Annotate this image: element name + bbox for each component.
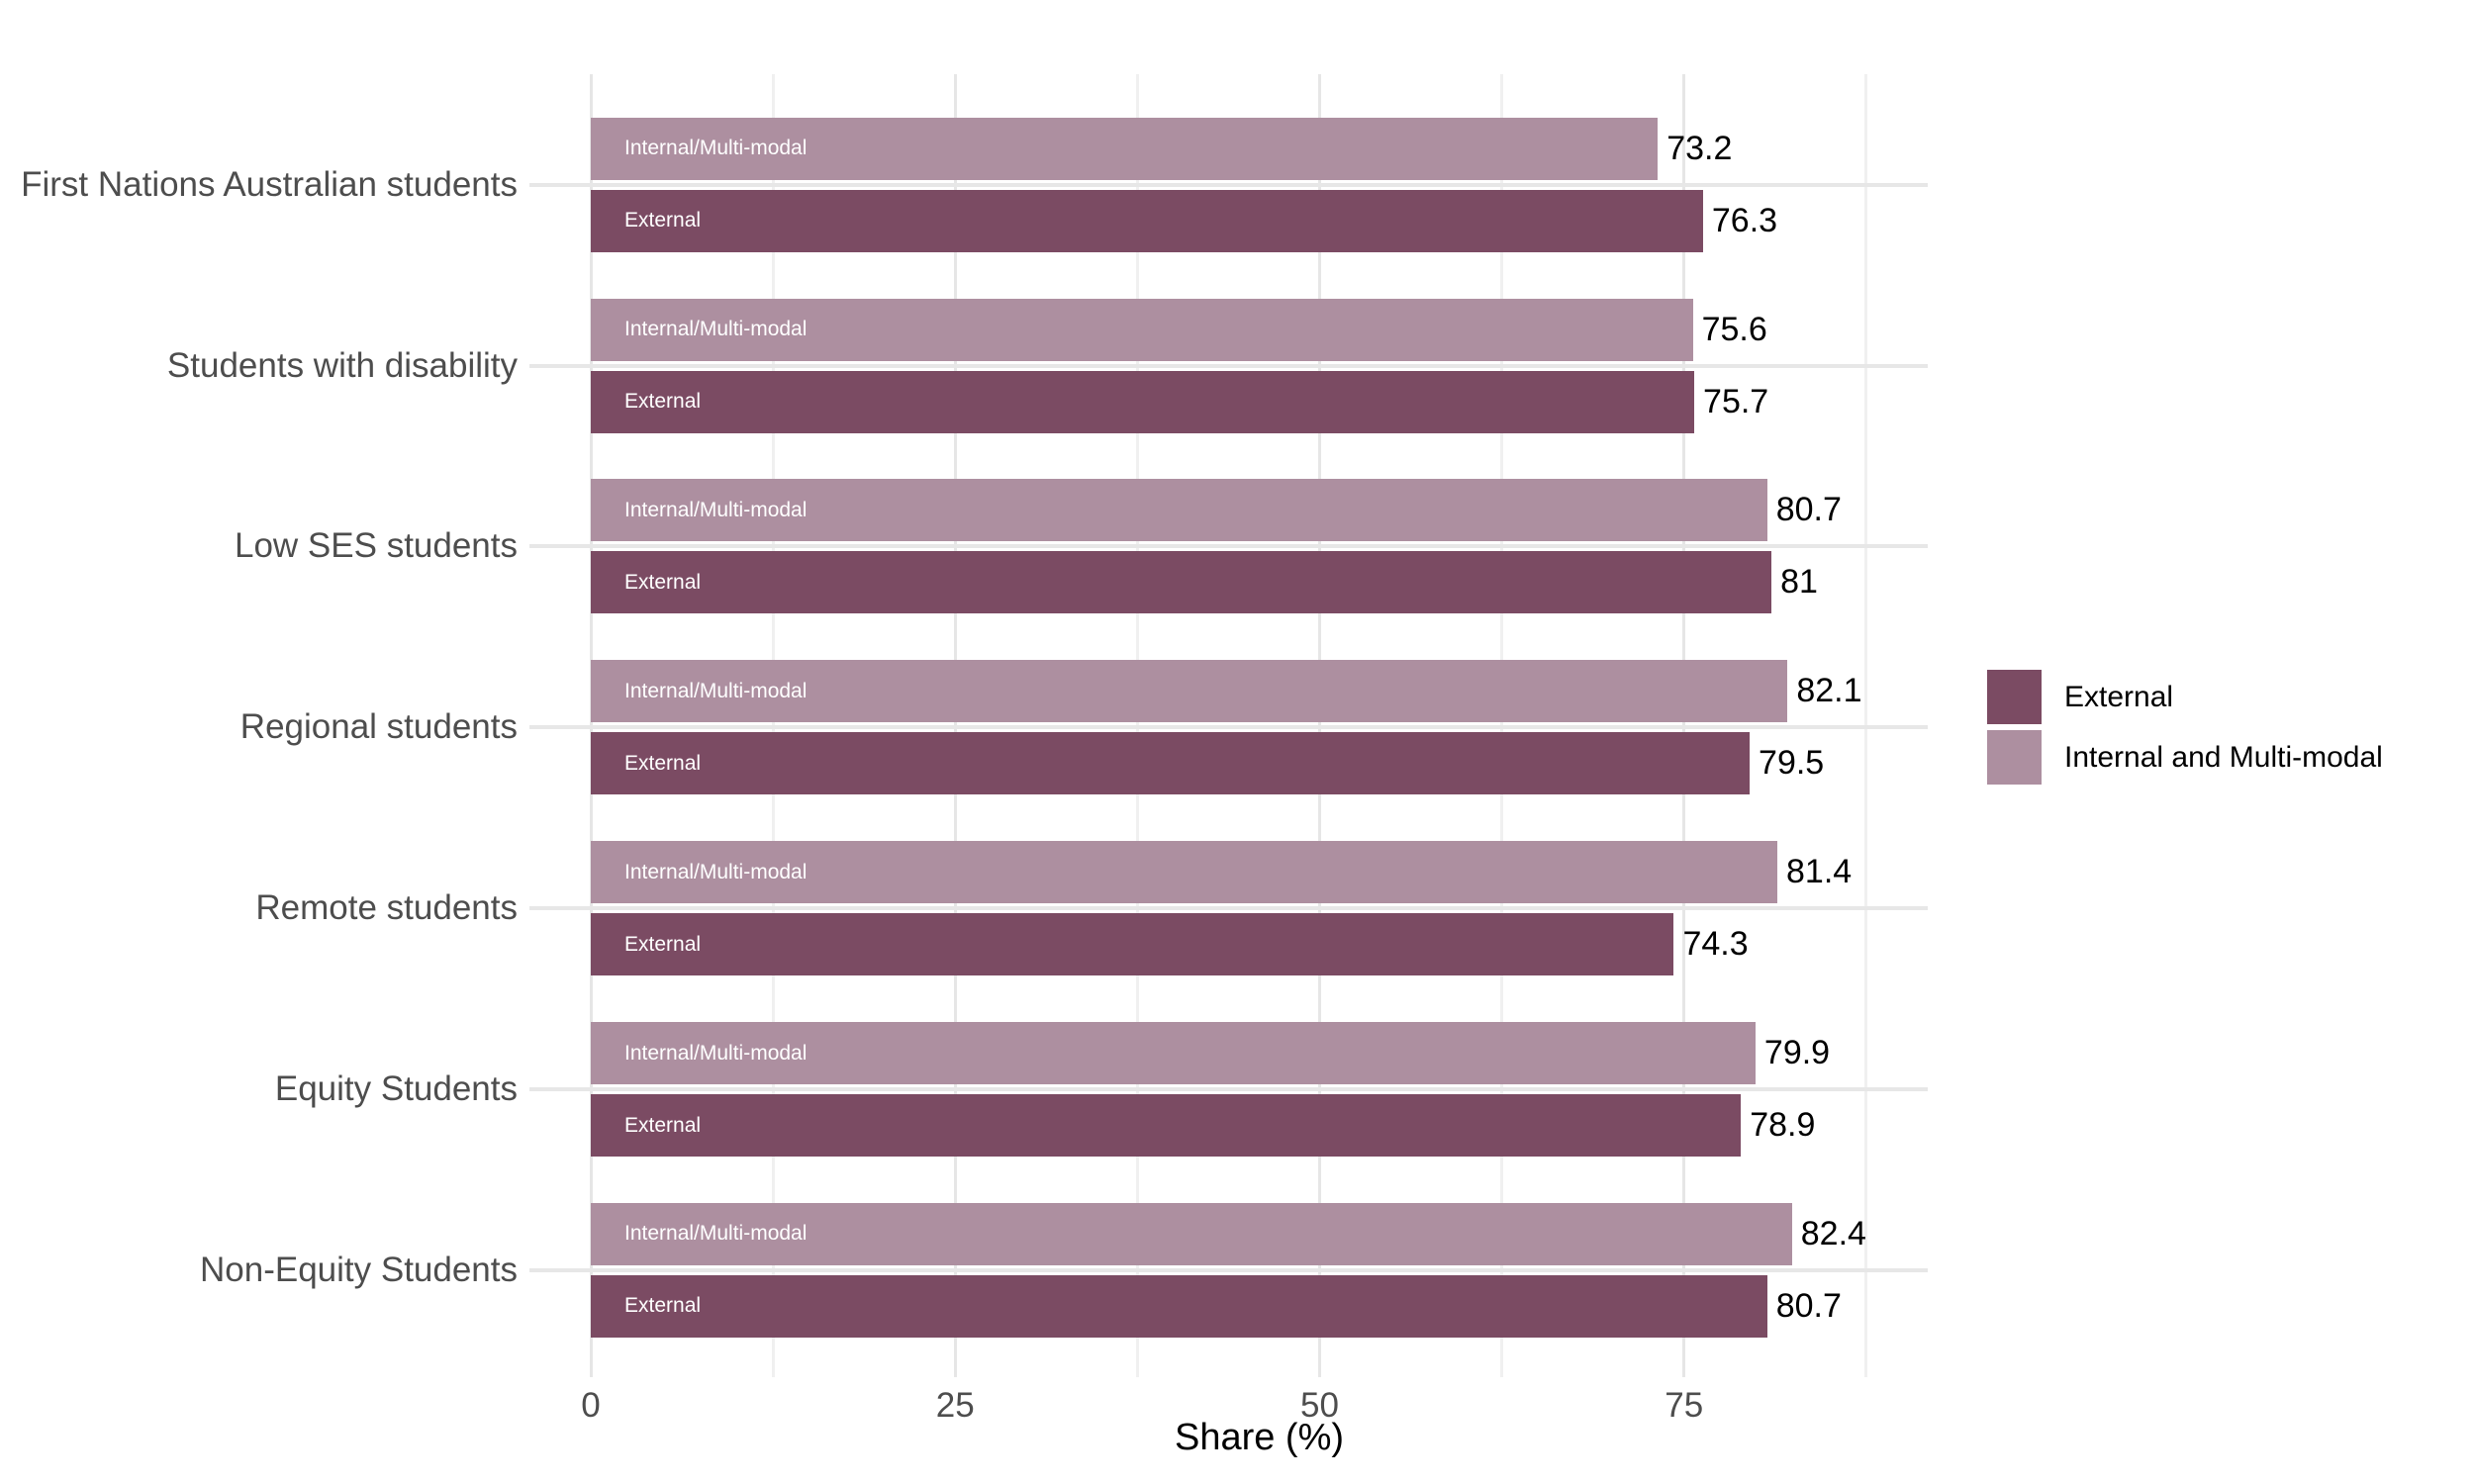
bar-segment-label: Internal/Multi-modal	[624, 498, 808, 521]
bar-value-label: 82.1	[1796, 672, 1862, 710]
bar-segment-label: Internal/Multi-modal	[624, 679, 808, 702]
legend-label: External	[2064, 680, 2174, 713]
category-label: Equity Students	[274, 1069, 518, 1109]
x-tick-label: 0	[581, 1386, 601, 1425]
bar-value-label: 78.9	[1750, 1106, 1816, 1145]
bar-segment-label: External	[624, 751, 702, 775]
bar-segment-label: Internal/Multi-modal	[624, 860, 808, 883]
x-axis-title: Share (%)	[1174, 1416, 1345, 1458]
x-tick-label: 50	[1300, 1386, 1339, 1425]
category-label: First Nations Australian students	[21, 164, 518, 204]
category-gridline	[529, 182, 1928, 187]
bar-segment-label: External	[624, 209, 702, 232]
bar-external: External	[591, 732, 1751, 795]
category-label: Low SES students	[235, 526, 518, 566]
x-tick-label: 25	[935, 1386, 975, 1425]
bar-internal-and-multi-modal: Internal/Multi-modal	[591, 298, 1693, 361]
bar-value-label: 81.4	[1786, 853, 1853, 891]
category-gridline	[529, 544, 1928, 549]
bar-value-label: 75.7	[1703, 382, 1769, 420]
legend-swatch	[1987, 730, 2042, 785]
bar-value-label: 75.6	[1701, 310, 1767, 348]
bar-external: External	[591, 189, 1703, 252]
category-gridline	[529, 725, 1928, 730]
bar-segment-label: Internal/Multi-modal	[624, 1222, 808, 1246]
bar-value-label: 76.3	[1711, 201, 1778, 239]
bar-external: External	[591, 370, 1695, 433]
bar-segment-label: Internal/Multi-modal	[624, 318, 808, 341]
bar-segment-label: External	[624, 390, 702, 414]
bar-value-label: 80.7	[1775, 491, 1842, 529]
bar-internal-and-multi-modal: Internal/Multi-modal	[591, 660, 1788, 723]
legend-swatch	[1987, 670, 2042, 724]
bar-segment-label: Internal/Multi-modal	[624, 137, 808, 160]
bar-value-label: 79.5	[1759, 744, 1825, 783]
category-label: Regional students	[239, 707, 518, 747]
category-label: Non-Equity Students	[199, 1250, 518, 1289]
legend-item-external: External	[1987, 670, 2383, 724]
category-gridline	[529, 1087, 1928, 1092]
bar-internal-and-multi-modal: Internal/Multi-modal	[591, 1022, 1756, 1085]
bar-internal-and-multi-modal: Internal/Multi-modal	[591, 479, 1767, 542]
bar-segment-label: External	[624, 570, 702, 594]
bar-value-label: 79.9	[1763, 1034, 1831, 1072]
bar-value-label: 73.2	[1666, 129, 1733, 167]
category-label: Remote students	[255, 888, 518, 928]
bar-value-label: 81	[1780, 563, 1818, 602]
bar-value-label: 82.4	[1800, 1214, 1866, 1252]
bar-external: External	[591, 551, 1772, 614]
legend: External Internal and Multi-modal	[1987, 670, 2383, 790]
category-gridline	[529, 363, 1928, 368]
x-tick-label: 75	[1665, 1386, 1704, 1425]
bar-external: External	[591, 1094, 1742, 1158]
bar-segment-label: External	[624, 932, 702, 956]
bar-internal-and-multi-modal: Internal/Multi-modal	[591, 117, 1659, 180]
bar-external: External	[591, 913, 1674, 976]
bar-segment-label: External	[624, 1294, 702, 1318]
category-label: Students with disability	[166, 345, 518, 385]
bar-internal-and-multi-modal: Internal/Multi-modal	[591, 841, 1778, 904]
legend-label: Internal and Multi-modal	[2064, 740, 2383, 774]
bar-segment-label: External	[624, 1113, 702, 1137]
bar-external: External	[591, 1274, 1767, 1338]
bar-value-label: 80.7	[1775, 1286, 1842, 1325]
bar-segment-label: Internal/Multi-modal	[624, 1041, 808, 1065]
legend-item-internal-and-multi-modal: Internal and Multi-modal	[1987, 730, 2383, 785]
bar-value-label: 74.3	[1682, 925, 1749, 964]
category-gridline	[529, 906, 1928, 911]
category-gridline	[529, 1267, 1928, 1272]
bar-internal-and-multi-modal: Internal/Multi-modal	[591, 1202, 1792, 1265]
